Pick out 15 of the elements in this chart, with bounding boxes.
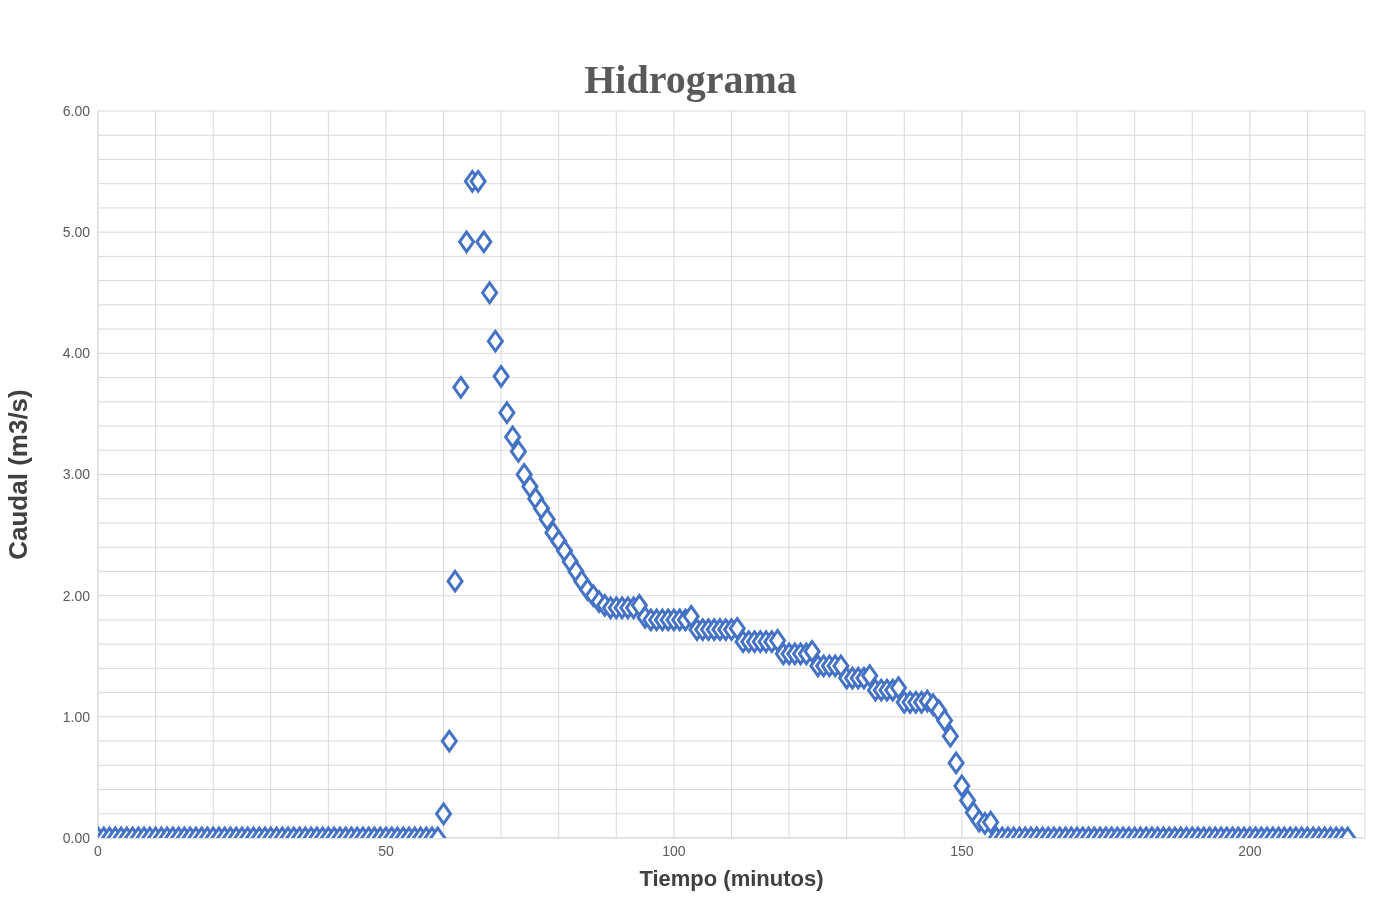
x-axis-title: Tiempo (minutos)	[639, 866, 824, 891]
y-tick-label: 0.00	[62, 829, 91, 846]
y-axis-title: Caudal (m3/s)	[3, 389, 34, 560]
y-tick-label: 3.00	[62, 466, 91, 483]
x-tick-label: 150	[950, 842, 974, 859]
x-tick-label: 200	[1238, 842, 1262, 859]
chart-title: Hidrograma	[583, 56, 798, 103]
y-tick-label: 6.00	[62, 102, 91, 119]
y-tick-label: 1.00	[62, 708, 91, 725]
y-tick-label: 5.00	[62, 224, 91, 241]
x-tick-label: 50	[378, 842, 394, 859]
x-tick-label: 100	[662, 842, 686, 859]
y-tick-label: 2.00	[62, 587, 91, 604]
x-tick-label: 0	[94, 842, 103, 859]
y-tick-label: 4.00	[62, 345, 91, 362]
